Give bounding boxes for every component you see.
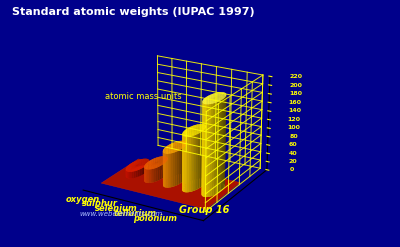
Text: Standard atomic weights (IUPAC 1997): Standard atomic weights (IUPAC 1997) <box>12 7 255 17</box>
